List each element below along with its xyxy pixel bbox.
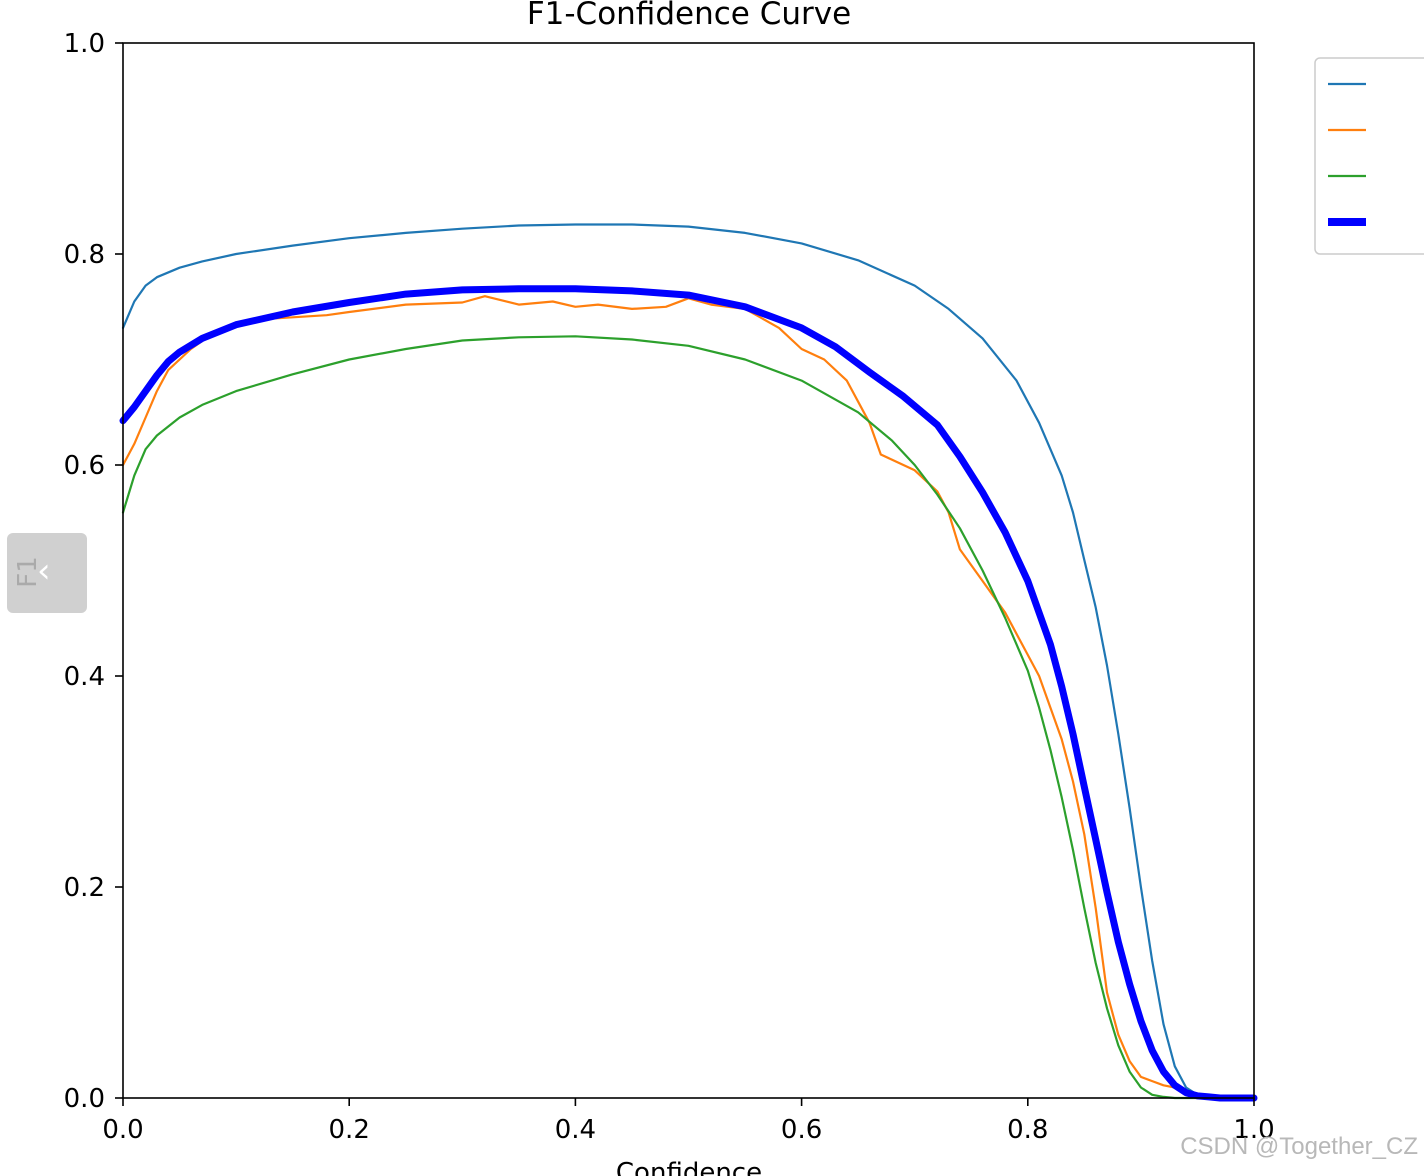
x-tick-label: 0.6 <box>781 1115 822 1145</box>
legend-entries <box>1328 82 1366 226</box>
plot-area <box>123 43 1254 1098</box>
x-tick-label: 0.2 <box>329 1115 370 1145</box>
chart-title: F1-Confidence Curve <box>527 0 851 32</box>
x-tick-label: 1.0 <box>1233 1115 1274 1145</box>
x-tick-label: 0.4 <box>555 1115 596 1145</box>
previous-image-button[interactable]: ‹ <box>7 533 87 613</box>
chevron-left-icon: ‹ <box>37 551 51 591</box>
x-tick-label: 0.0 <box>102 1115 143 1145</box>
y-tick-label: 0.8 <box>64 240 105 270</box>
x-axis-ticks: 0.0 0.2 0.4 0.6 0.8 1.0 <box>102 1098 1275 1145</box>
y-tick-label: 0.0 <box>64 1084 105 1114</box>
y-tick-label: 0.2 <box>64 873 105 903</box>
x-axis-label: Confidence <box>616 1158 762 1176</box>
legend <box>1314 57 1424 255</box>
series-layer <box>119 223 1258 1102</box>
series-line-2 <box>121 295 1256 1100</box>
y-tick-label: 1.0 <box>64 29 105 59</box>
series-line-4 <box>119 285 1258 1102</box>
series-line-1 <box>121 223 1256 1100</box>
plot-frame <box>122 42 1255 1099</box>
watermark: CSDN @Together_CZ <box>1180 1133 1418 1160</box>
x-tick-label: 0.8 <box>1007 1115 1048 1145</box>
legend-box <box>1314 57 1424 255</box>
y-axis-ticks: 0.0 0.2 0.4 0.6 0.8 1.0 <box>64 29 123 1114</box>
y-tick-label: 0.6 <box>64 451 105 481</box>
y-tick-label: 0.4 <box>64 662 105 692</box>
series-line-3 <box>121 335 1256 1100</box>
